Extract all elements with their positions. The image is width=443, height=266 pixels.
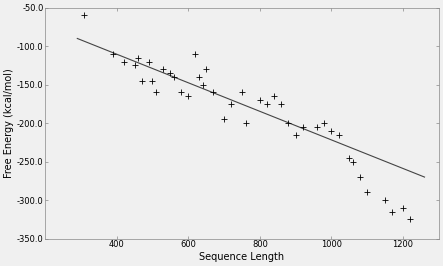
Point [210, 90, 217, 94]
Point [285, 121, 292, 125]
X-axis label: Sequence Length: Sequence Length [199, 252, 284, 262]
Point [192, 52, 199, 56]
Point [202, 67, 210, 71]
Point [328, 129, 335, 133]
Point [264, 102, 271, 106]
Y-axis label: Free Energy (kcal/mol): Free Energy (kcal/mol) [4, 68, 14, 178]
Point [178, 90, 185, 94]
Point [256, 98, 264, 102]
Point [407, 217, 414, 222]
Point [271, 94, 278, 98]
Point [167, 71, 174, 75]
Point [299, 125, 307, 129]
Point [350, 160, 357, 164]
Point [195, 75, 202, 79]
Point [152, 90, 159, 94]
Point [131, 63, 138, 68]
Point [242, 121, 249, 125]
Point [149, 79, 156, 83]
Point [321, 121, 328, 125]
Point [346, 156, 353, 160]
Point [364, 190, 371, 195]
Point [221, 117, 228, 122]
Point [185, 94, 192, 98]
Point [138, 79, 145, 83]
Point [109, 52, 117, 56]
Point [199, 82, 206, 87]
Point [238, 90, 245, 94]
Point [120, 59, 128, 64]
Point [400, 206, 407, 210]
Point [278, 102, 285, 106]
Point [135, 56, 142, 60]
Point [171, 75, 178, 79]
Point [159, 67, 167, 71]
Point [145, 59, 152, 64]
Point [314, 125, 321, 129]
Point [228, 102, 235, 106]
Point [357, 175, 364, 179]
Point [292, 132, 299, 137]
Point [81, 13, 88, 18]
Point [389, 210, 396, 214]
Point [335, 132, 342, 137]
Point [381, 198, 389, 202]
